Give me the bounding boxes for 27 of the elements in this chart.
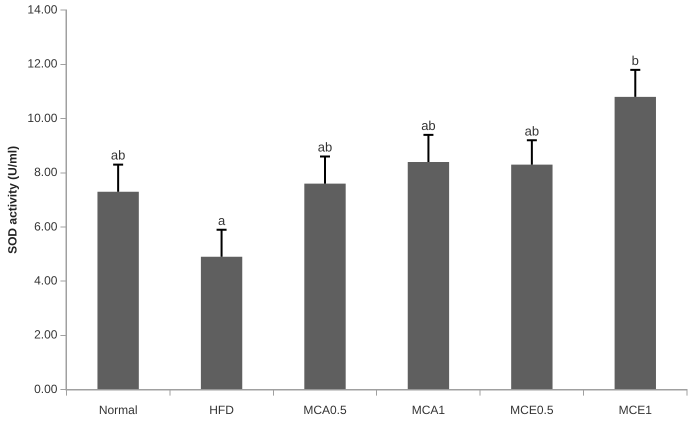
y-tick-label: 8.00 [34, 165, 58, 180]
y-tick-label: 6.00 [34, 219, 58, 234]
annotation: ab [524, 123, 540, 138]
x-tick-label: MCE0.5 [510, 403, 554, 418]
y-tick-label: 4.00 [34, 274, 58, 288]
annotation: ab [110, 148, 126, 163]
bar [97, 192, 139, 390]
y-tick-label: 2.00 [34, 328, 58, 342]
annotation: ab [421, 118, 436, 133]
y-tick-label: 14.00 [27, 2, 58, 17]
bar [511, 164, 553, 390]
x-tick-label: MCA1 [412, 403, 446, 418]
bar [614, 96, 656, 390]
annotation: a [218, 212, 226, 228]
y-tick-label: 12.00 [27, 56, 58, 71]
x-tick-label: Normal [98, 403, 138, 418]
y-tick-label: 0.00 [34, 382, 58, 396]
x-tick-label: MCA0.5 [303, 403, 347, 418]
annotation: ab [318, 140, 332, 155]
bar [304, 184, 346, 390]
annotation: b [632, 52, 639, 68]
x-tick-label: HFD [209, 403, 234, 418]
x-tick-label: MCE1 [618, 403, 652, 418]
y-tick-label: 10.00 [27, 110, 58, 125]
y-axis-title: SOD activity (U/ml) [6, 146, 20, 254]
bar [200, 256, 242, 390]
bar [408, 162, 450, 390]
